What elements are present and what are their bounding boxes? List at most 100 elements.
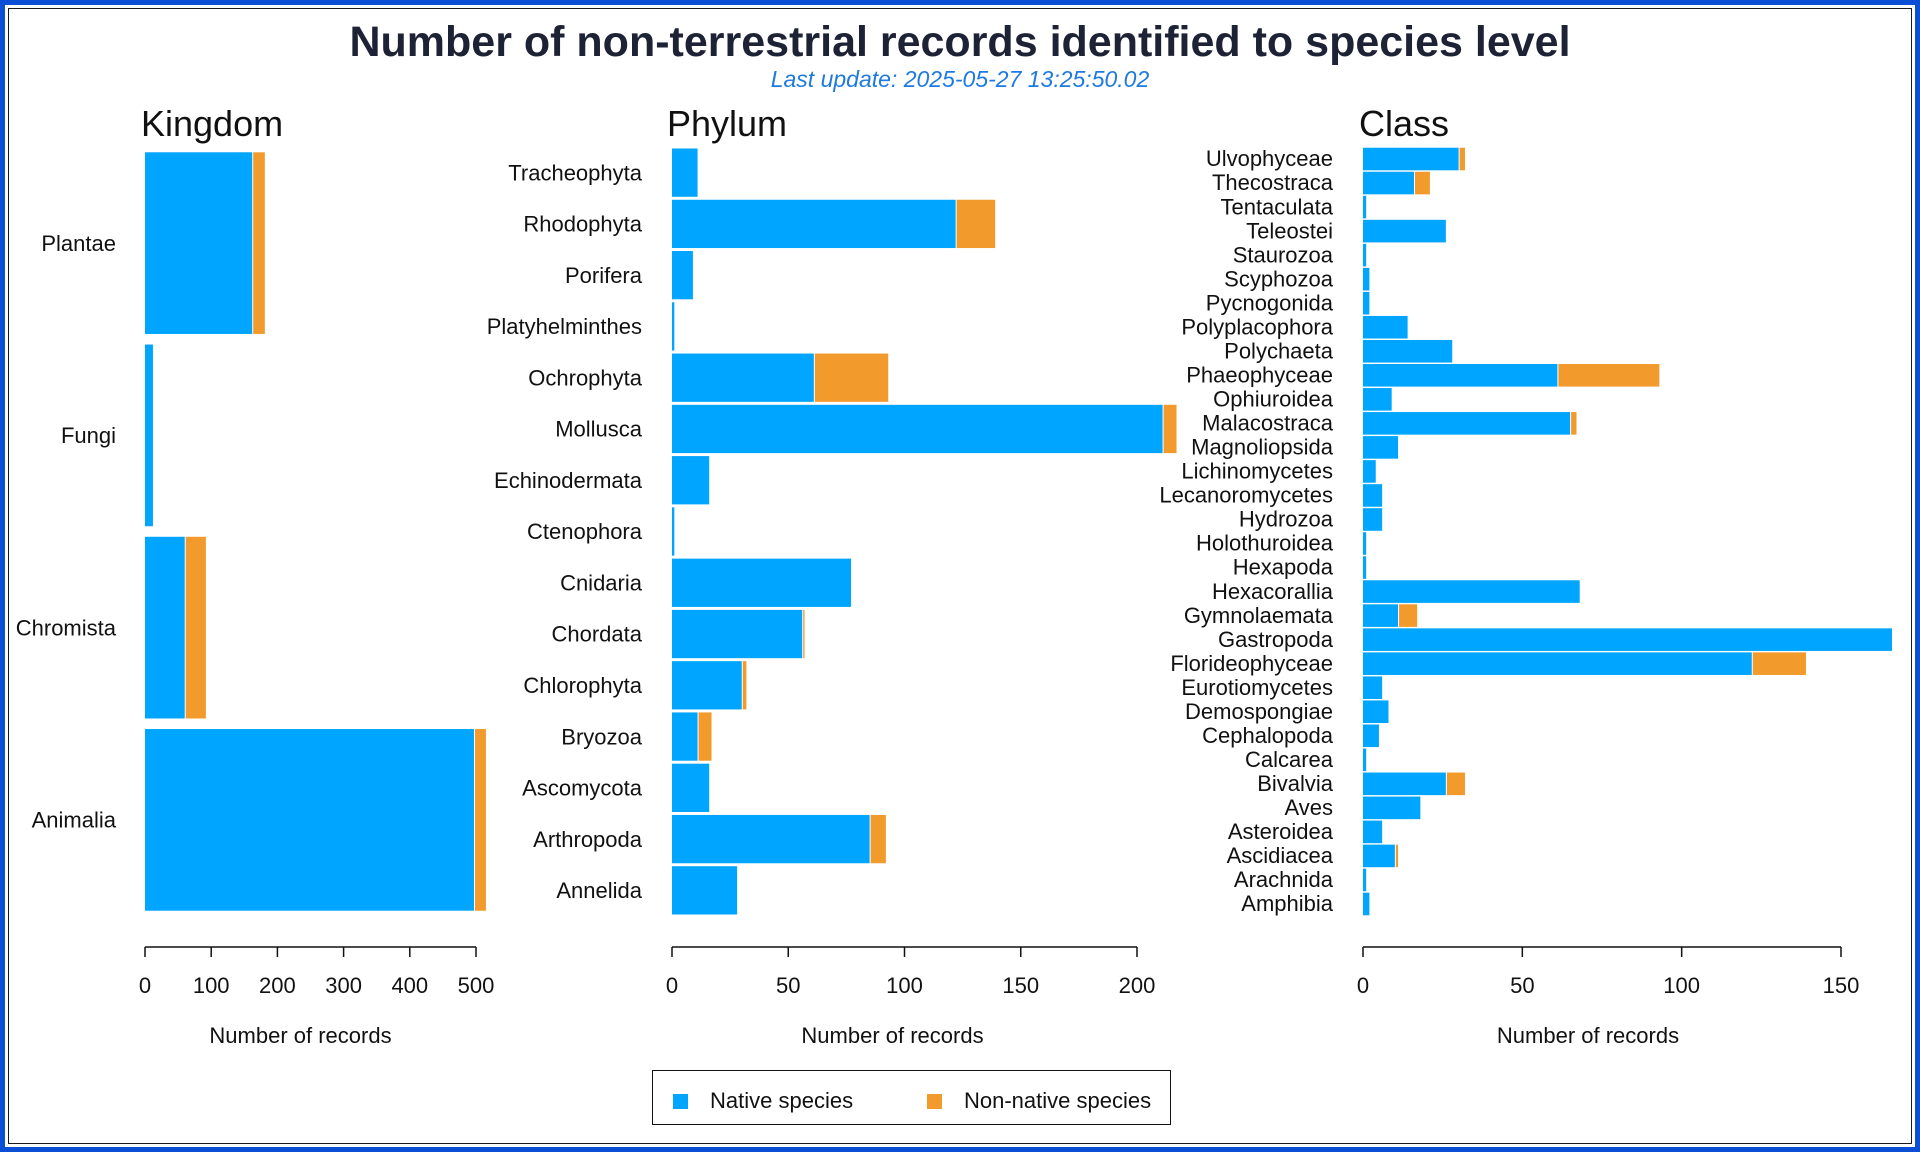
x-tick-label-kingdom-400: 400 <box>391 973 428 998</box>
category-label-ascomycota: Ascomycota <box>522 776 643 801</box>
bar-non-native-ulvophyceae <box>1459 147 1465 171</box>
bar-native-chromista <box>145 536 185 719</box>
bar-native-lichinomycetes <box>1363 460 1376 483</box>
panel-title-class: Class <box>1359 103 1449 144</box>
bar-native-ascomycota <box>672 763 710 812</box>
bar-native-holothuroidea <box>1363 532 1367 555</box>
bar-non-native-rhodophyta <box>956 199 996 249</box>
category-label-gastropoda: Gastropoda <box>1218 627 1334 652</box>
category-label-eurotiomycetes: Eurotiomycetes <box>1181 675 1333 700</box>
category-label-ulvophyceae: Ulvophyceae <box>1206 146 1333 171</box>
category-label-platyhelminthes: Platyhelminthes <box>487 314 642 339</box>
category-label-bivalvia: Bivalvia <box>1257 771 1334 796</box>
x-axis-title-phylum: Number of records <box>801 1023 983 1048</box>
bar-non-native-ochrophyta <box>814 353 889 402</box>
x-tick-label-phylum-0: 0 <box>666 973 678 998</box>
category-label-bryozoa: Bryozoa <box>561 724 642 749</box>
bar-native-teleostei <box>1363 219 1446 243</box>
panel-title-phylum: Phylum <box>667 103 787 144</box>
x-tick-label-phylum-200: 200 <box>1119 973 1156 998</box>
category-label-hexacorallia: Hexacorallia <box>1212 579 1334 604</box>
bar-native-mollusca <box>672 404 1163 454</box>
bar-native-chordata <box>672 609 803 659</box>
bar-native-cephalopoda <box>1363 724 1379 748</box>
bar-non-native-animalia <box>475 729 486 911</box>
x-tick-label-class-0: 0 <box>1357 973 1369 998</box>
category-label-echinodermata: Echinodermata <box>494 468 643 493</box>
chart-title: Number of non-terrestrial records identi… <box>349 18 1571 66</box>
x-tick-label-kingdom-500: 500 <box>458 973 495 998</box>
chart-inner-border <box>8 8 1912 1144</box>
category-label-lecanoromycetes: Lecanoromycetes <box>1159 483 1333 508</box>
bar-non-native-thecostraca <box>1414 171 1430 195</box>
category-label-staurozoa: Staurozoa <box>1233 242 1334 267</box>
x-tick-label-kingdom-100: 100 <box>193 973 230 998</box>
legend-item-non-native: Non-native species <box>927 1088 1151 1114</box>
category-label-tracheophyta: Tracheophyta <box>508 160 642 185</box>
bar-non-native-malacostraca <box>1571 412 1577 435</box>
category-label-lichinomycetes: Lichinomycetes <box>1181 459 1333 484</box>
bar-native-hexacorallia <box>1363 580 1580 603</box>
bar-native-gastropoda <box>1363 628 1892 651</box>
bar-native-magnoliopsida <box>1363 436 1399 459</box>
category-label-pycnogonida: Pycnogonida <box>1206 290 1334 315</box>
bar-native-amphibia <box>1363 892 1370 916</box>
x-tick-label-class-50: 50 <box>1510 973 1534 998</box>
category-label-phaeophyceae: Phaeophyceae <box>1186 362 1333 387</box>
bar-native-ophiuroidea <box>1363 388 1392 411</box>
category-label-calcarea: Calcarea <box>1245 747 1334 772</box>
bar-non-native-bryozoa <box>698 712 712 761</box>
bar-non-native-chromista <box>185 536 206 719</box>
bar-native-phaeophyceae <box>1363 364 1558 387</box>
category-label-scyphozoa: Scyphozoa <box>1224 266 1334 291</box>
x-tick-label-kingdom-0: 0 <box>139 973 151 998</box>
bar-native-bryozoa <box>672 712 698 761</box>
category-label-ascidiacea: Ascidiacea <box>1227 843 1334 868</box>
bar-native-ctenophora <box>672 507 675 556</box>
bar-native-arthropoda <box>672 814 870 864</box>
category-label-demospongiae: Demospongiae <box>1185 699 1333 724</box>
bar-non-native-plantae <box>253 152 265 334</box>
category-label-cephalopoda: Cephalopoda <box>1202 723 1334 748</box>
bar-native-gymnolaemata <box>1363 604 1399 627</box>
x-tick-label-phylum-50: 50 <box>776 973 800 998</box>
category-label-fungi: Fungi <box>61 423 116 448</box>
bar-native-tentaculata <box>1363 195 1367 219</box>
bar-native-ulvophyceae <box>1363 147 1459 171</box>
chart-subtitle: Last update: 2025-05-27 13:25:50.02 <box>770 66 1150 92</box>
bar-native-plantae <box>145 152 253 334</box>
legend: Native species Non-native species <box>652 1070 1171 1125</box>
bar-native-florideophyceae <box>1363 652 1752 675</box>
bar-native-staurozoa <box>1363 243 1367 267</box>
bar-native-porifera <box>672 251 693 300</box>
legend-label-native: Native species <box>710 1088 854 1113</box>
bar-native-ascidiacea <box>1363 844 1395 868</box>
x-axis-title-class: Number of records <box>1497 1023 1679 1048</box>
category-label-chlorophyta: Chlorophyta <box>523 673 642 698</box>
x-axis-title-kingdom: Number of records <box>209 1023 391 1048</box>
category-label-aves: Aves <box>1284 795 1333 820</box>
category-label-ophiuroidea: Ophiuroidea <box>1213 387 1334 412</box>
bar-non-native-chordata <box>803 609 805 659</box>
bar-non-native-ascidiacea <box>1395 844 1399 868</box>
bar-non-native-phaeophyceae <box>1558 364 1660 387</box>
category-label-annelida: Annelida <box>556 878 642 903</box>
bar-native-malacostraca <box>1363 412 1571 435</box>
category-label-chromista: Chromista <box>16 615 117 640</box>
category-label-asteroidea: Asteroidea <box>1228 819 1334 844</box>
bar-native-annelida <box>672 866 738 915</box>
legend-swatch-non-native <box>927 1093 942 1109</box>
bar-native-eurotiomycetes <box>1363 676 1383 699</box>
category-label-rhodophyta: Rhodophyta <box>523 212 642 237</box>
x-tick-label-kingdom-300: 300 <box>325 973 362 998</box>
category-label-magnoliopsida: Magnoliopsida <box>1191 435 1334 460</box>
category-label-thecostraca: Thecostraca <box>1212 170 1334 195</box>
bar-native-cnidaria <box>672 558 852 607</box>
category-label-holothuroidea: Holothuroidea <box>1196 531 1334 556</box>
category-label-polyplacophora: Polyplacophora <box>1181 314 1333 339</box>
legend-label-non-native: Non-native species <box>964 1088 1152 1113</box>
category-label-chordata: Chordata <box>551 622 642 647</box>
category-label-hexapoda: Hexapoda <box>1233 555 1334 580</box>
x-tick-label-class-150: 150 <box>1823 973 1860 998</box>
bar-native-pycnogonida <box>1363 291 1370 315</box>
